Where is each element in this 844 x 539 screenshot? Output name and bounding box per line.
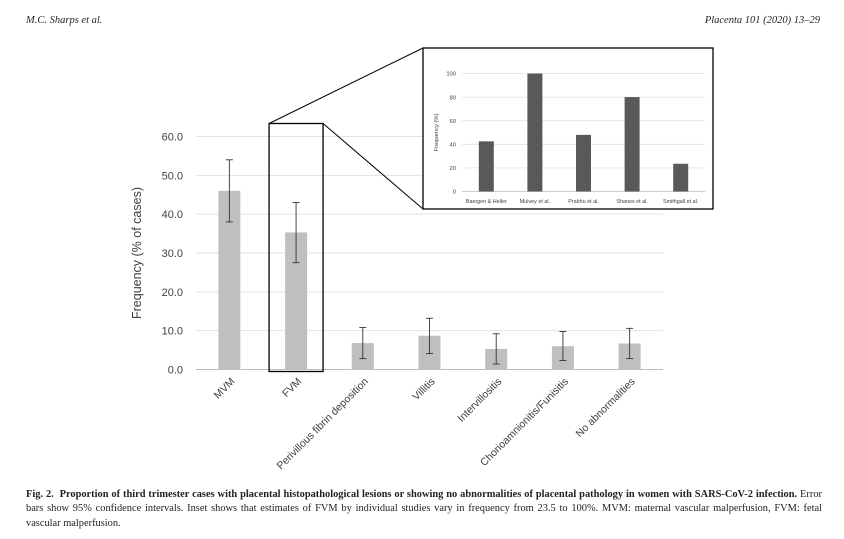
y-tick-label: 60.0 <box>162 132 183 144</box>
y-axis-title: Frequency (% of cases) <box>130 187 144 319</box>
inset-y-tick-label: 100 <box>446 72 456 78</box>
x-tick-label: Villitis <box>410 376 437 403</box>
inset-y-tick-label: 80 <box>450 95 456 101</box>
bar <box>218 190 241 370</box>
inset-frame <box>422 47 714 210</box>
running-header-authors: M.C. Sharps et al. <box>26 15 103 26</box>
inset-y-tick-label: 60 <box>450 119 456 125</box>
y-tick-label: 20.0 <box>162 287 183 299</box>
x-tick-label: Intervillositis <box>455 376 504 425</box>
inset-bar-chart: 0 20 40 60 80 100 Frequency (%) Baergen & Helle… <box>268 47 714 210</box>
y-tick-label: 0.0 <box>168 365 183 377</box>
bar <box>285 232 308 370</box>
caption-bold-text: Proportion of third trimester cases with… <box>59 489 798 500</box>
inset-y-tick-label: 0 <box>453 190 456 196</box>
running-header-journal: Placenta 101 (2020) 13–29 <box>704 15 820 26</box>
inset-x-tick-label: Smithgall et al. <box>663 199 698 205</box>
caption-label: Fig. 2. <box>26 489 54 500</box>
inset-y-tick-label: 40 <box>450 143 456 149</box>
x-tick-label: FVM <box>280 376 304 400</box>
inset-y-tick-label: 20 <box>450 166 456 172</box>
inset-bar <box>478 141 494 192</box>
figure: 0.0 10.0 20.0 30.0 40.0 50.0 60.0 Frequency (% … <box>130 47 714 472</box>
inset-bar <box>527 73 543 192</box>
y-tick-label: 40.0 <box>162 209 183 221</box>
inset-x-tick-label: Shanes et al. <box>616 199 647 205</box>
y-tick-label: 30.0 <box>162 248 183 260</box>
x-tick-label: No abnormalities <box>574 376 638 440</box>
inset-x-tick-label: Prabhu et al. <box>568 199 599 205</box>
figure-caption: Fig. 2. Proportion of third trimester ca… <box>26 488 822 531</box>
inset-connector-lower <box>322 123 424 210</box>
x-tick-label: MVM <box>212 376 238 402</box>
inset-y-axis-title: Frequency (%) <box>434 113 440 151</box>
y-tick-label: 50.0 <box>162 170 183 182</box>
caption-text: Error bars show 95% confidence intervals… <box>26 489 822 529</box>
inset-bar <box>624 97 640 192</box>
inset-connector-upper <box>268 47 424 124</box>
inset-x-tick-label: Mulvey et al. <box>520 199 550 205</box>
inset-x-tick-label: Baergen & Heller <box>466 199 507 205</box>
inset-bar <box>673 163 689 192</box>
inset-bar <box>576 134 591 192</box>
y-tick-label: 10.0 <box>162 326 183 338</box>
fvm-highlight-box <box>268 122 324 373</box>
